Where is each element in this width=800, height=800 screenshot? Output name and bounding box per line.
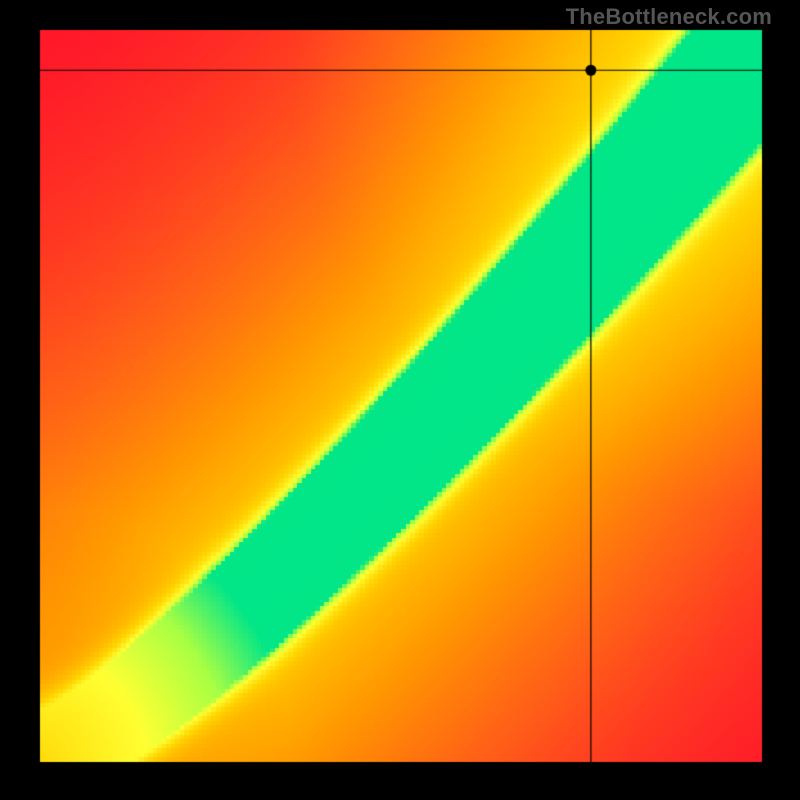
watermark-text: TheBottleneck.com — [566, 4, 772, 30]
heatmap-canvas — [0, 0, 800, 800]
chart-container: TheBottleneck.com — [0, 0, 800, 800]
